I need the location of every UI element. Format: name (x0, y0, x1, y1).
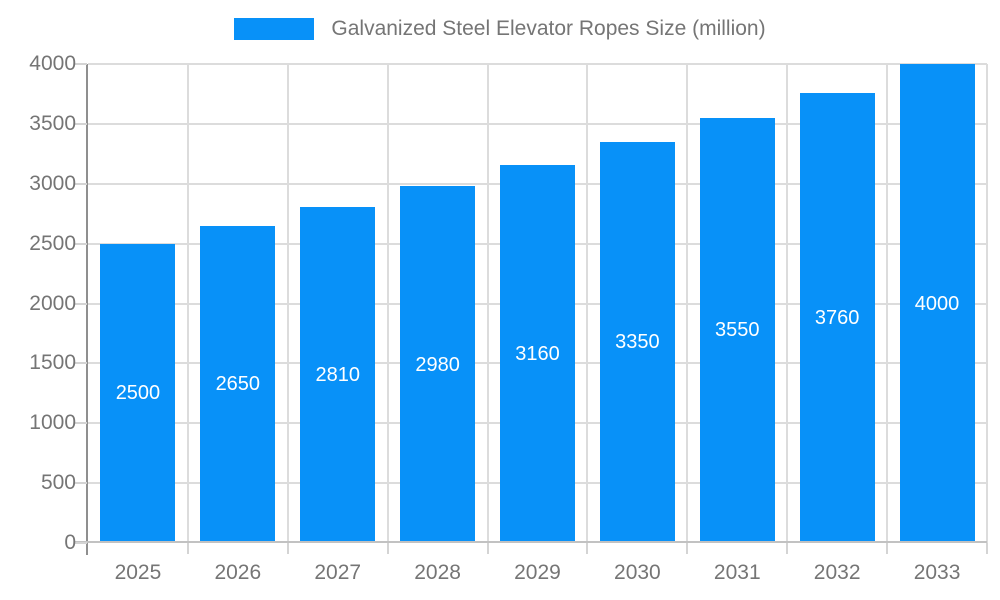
gridline-v (486, 64, 489, 543)
y-tick-label: 500 (40, 471, 76, 495)
y-tick-label: 0 (64, 531, 76, 554)
y-tick (75, 302, 87, 305)
gridline-h (88, 122, 987, 125)
y-tick (75, 122, 87, 125)
y-tick-label: 1500 (29, 351, 76, 375)
gridline-v (586, 64, 589, 543)
x-tick-label: 2030 (614, 561, 661, 584)
plot-area: 2500 2650 2810 2980 3160 3350 3550 3760 4000 (88, 63, 988, 543)
y-tick-label: 3500 (29, 111, 76, 135)
x-tick-label: 2029 (514, 561, 561, 584)
x-tick (486, 543, 489, 554)
bar-value-label: 2980 (415, 353, 460, 376)
bar-value-label: 2810 (315, 363, 360, 386)
y-axis-line (86, 64, 88, 555)
bar (599, 141, 675, 543)
bar (500, 164, 575, 543)
bar (899, 64, 975, 543)
legend-swatch (234, 18, 315, 40)
x-axis-line (75, 541, 987, 543)
gridline-v (686, 64, 689, 543)
gridline-h (88, 63, 987, 65)
chart-legend: Galvanized Steel Elevator Ropes Size (mi… (0, 17, 1000, 41)
bar (799, 92, 875, 543)
x-tick-label: 2028 (414, 561, 461, 584)
y-tick (75, 362, 87, 365)
gridline-v (786, 64, 789, 543)
gridline-v (986, 64, 988, 543)
x-tick (186, 543, 189, 554)
bar-value-label: 2500 (115, 382, 161, 405)
y-tick-label: 1000 (29, 411, 76, 435)
gridline-v (386, 64, 389, 543)
legend-label: Galvanized Steel Elevator Ropes Size (mi… (331, 17, 766, 40)
x-tick (586, 543, 589, 554)
x-tick-label: 2025 (114, 561, 162, 584)
y-tick-label: 4000 (29, 52, 76, 75)
bar (100, 243, 176, 543)
bar (699, 117, 775, 543)
bar-value-label: 3350 (615, 331, 660, 354)
y-tick (75, 182, 87, 185)
bar (400, 186, 476, 543)
y-tick (75, 482, 87, 485)
bar-value-label: 3160 (515, 342, 560, 365)
bar-value-label: 3550 (715, 319, 760, 342)
x-tick (886, 543, 889, 554)
gridline-v (886, 64, 889, 543)
x-tick-label: 2032 (813, 561, 861, 584)
x-tick-label: 2033 (913, 561, 961, 584)
y-tick-label: 2500 (29, 231, 76, 255)
x-tick-label: 2027 (314, 561, 362, 584)
x-tick (986, 543, 988, 554)
y-tick (75, 63, 87, 65)
gridline-v (186, 64, 189, 543)
x-tick (386, 543, 389, 554)
y-tick (75, 242, 87, 245)
y-tick-label: 3000 (29, 171, 76, 195)
gridline-v (286, 64, 289, 543)
x-tick (286, 543, 289, 554)
bar (300, 206, 376, 543)
x-tick-label: 2026 (214, 561, 262, 584)
bar-value-label: 2650 (215, 373, 261, 396)
bar (200, 225, 276, 543)
y-tick (75, 422, 87, 425)
y-tick-label: 2000 (29, 291, 76, 315)
y-tick (75, 542, 87, 544)
bar-value-label: 4000 (914, 292, 960, 315)
bar-value-label: 3760 (814, 306, 860, 329)
x-tick (786, 543, 789, 554)
x-tick-label: 2031 (713, 561, 761, 584)
x-tick (686, 543, 689, 554)
